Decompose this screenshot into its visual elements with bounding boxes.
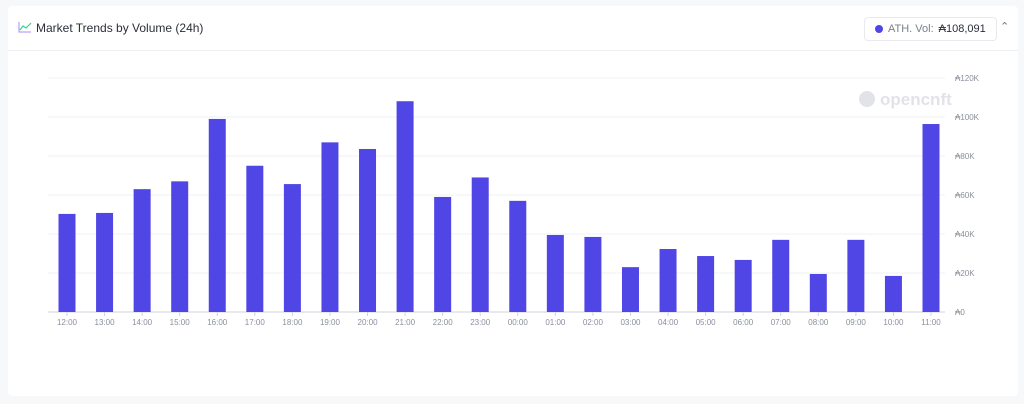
y-tick-label: ₳100K	[955, 113, 980, 122]
x-tick-label: 08:00	[808, 318, 829, 327]
bar[interactable]	[509, 200, 527, 312]
bar[interactable]	[546, 234, 564, 312]
x-tick-label: 20:00	[358, 318, 379, 327]
x-tick-label: 11:00	[921, 318, 941, 327]
x-tick-label: 00:00	[508, 318, 529, 327]
bar[interactable]	[697, 256, 715, 312]
bar[interactable]	[321, 142, 339, 312]
bar[interactable]	[659, 249, 677, 312]
x-tick-label: 05:00	[696, 318, 717, 327]
bar[interactable]	[283, 184, 301, 312]
bar[interactable]	[884, 275, 902, 312]
bar[interactable]	[359, 148, 377, 312]
x-tick-label: 04:00	[658, 318, 679, 327]
bar[interactable]	[171, 181, 189, 312]
bar[interactable]	[621, 267, 639, 312]
x-tick-label: 13:00	[95, 318, 116, 327]
chevron-up-icon[interactable]: ⌃	[1000, 21, 1010, 33]
x-tick-label: 07:00	[771, 318, 792, 327]
y-tick-label: ₳120K	[955, 74, 980, 83]
bar[interactable]	[809, 273, 827, 312]
bar[interactable]	[434, 196, 452, 312]
bar[interactable]	[246, 165, 264, 312]
ath-volume-badge: ATH. Vol: ₳108,091	[864, 17, 997, 41]
ath-label: ATH. Vol:	[888, 23, 934, 35]
x-tick-label: 01:00	[545, 318, 566, 327]
x-tick-label: 15:00	[170, 318, 191, 327]
y-tick-label: ₳80K	[955, 152, 975, 161]
line-chart-icon	[18, 22, 32, 33]
watermark: opencnft	[859, 90, 952, 109]
bar[interactable]	[58, 213, 76, 312]
x-tick-label: 03:00	[620, 318, 641, 327]
bar[interactable]	[772, 239, 790, 312]
x-tick-label: 21:00	[395, 318, 416, 327]
bar[interactable]	[922, 124, 940, 313]
x-tick-label: 16:00	[207, 318, 228, 327]
ath-value: ₳108,091	[938, 23, 986, 35]
y-tick-label: ₳20K	[955, 269, 975, 278]
bar[interactable]	[734, 259, 752, 312]
y-tick-label: ₳0	[955, 308, 965, 317]
bar[interactable]	[396, 101, 414, 312]
x-tick-label: 06:00	[733, 318, 754, 327]
y-tick-label: ₳40K	[955, 230, 975, 239]
bar[interactable]	[847, 239, 865, 312]
bar[interactable]	[471, 177, 489, 312]
bar[interactable]	[133, 189, 151, 312]
bar[interactable]	[208, 118, 226, 312]
y-tick-label: ₳60K	[955, 191, 975, 200]
svg-text:opencnft: opencnft	[880, 90, 952, 109]
x-tick-label: 12:00	[57, 318, 78, 327]
x-tick-label: 14:00	[132, 318, 153, 327]
x-tick-label: 18:00	[282, 318, 303, 327]
x-tick-label: 23:00	[470, 318, 491, 327]
x-tick-label: 02:00	[583, 318, 604, 327]
card-header: Market Trends by Volume (24h) ATH. Vol: …	[8, 6, 1018, 51]
chart-title: Market Trends by Volume (24h)	[36, 21, 204, 35]
x-tick-label: 10:00	[883, 318, 904, 327]
x-tick-label: 17:00	[245, 318, 266, 327]
x-tick-label: 22:00	[433, 318, 454, 327]
x-tick-label: 19:00	[320, 318, 341, 327]
bar[interactable]	[96, 212, 114, 312]
x-tick-label: 09:00	[846, 318, 867, 327]
bar[interactable]	[584, 236, 602, 312]
legend-dot	[875, 25, 883, 33]
